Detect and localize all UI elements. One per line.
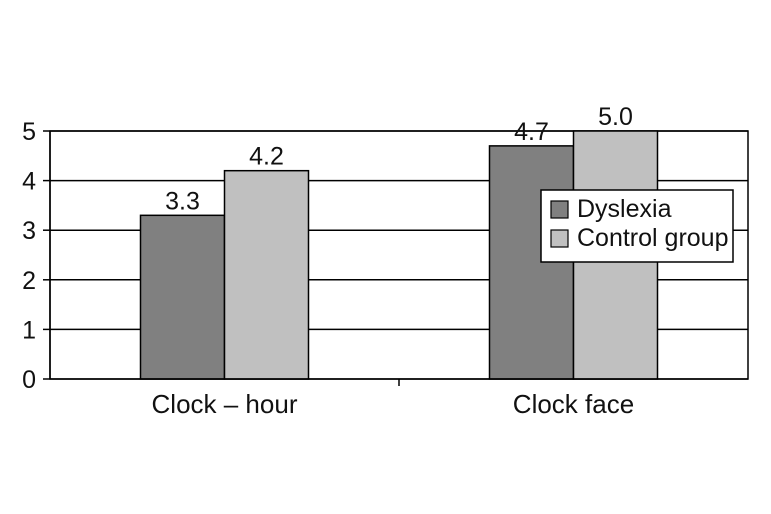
y-tick-label: 3 (22, 217, 36, 245)
bar-dyslexia (139, 214, 226, 380)
y-tick-label: 0 (22, 366, 36, 394)
value-labels: 3.3 4.2 4.7 5.0 (165, 103, 633, 215)
data-label: 5.0 (598, 103, 633, 131)
x-tick-labels: Clock – hour Clock face (152, 389, 635, 419)
data-label: 3.3 (165, 187, 200, 215)
y-tick-label: 4 (22, 168, 36, 196)
y-tick-label: 1 (22, 316, 36, 344)
legend-swatch (550, 229, 569, 248)
y-tick-labels: 0 1 2 3 4 5 (22, 118, 36, 394)
axes (43, 130, 748, 386)
legend-box (540, 189, 734, 263)
legend-label: Dyslexia (577, 195, 672, 223)
legend-label: Control group (577, 224, 728, 252)
x-category-label: Clock – hour (152, 389, 298, 419)
data-label: 4.2 (249, 143, 284, 171)
y-tick-label: 5 (22, 118, 36, 146)
y-tick-label: 2 (22, 267, 36, 295)
legend-swatch (550, 200, 569, 219)
x-category-label: Clock face (513, 389, 634, 419)
bar-control-group (223, 169, 310, 380)
data-label: 4.7 (514, 118, 549, 146)
